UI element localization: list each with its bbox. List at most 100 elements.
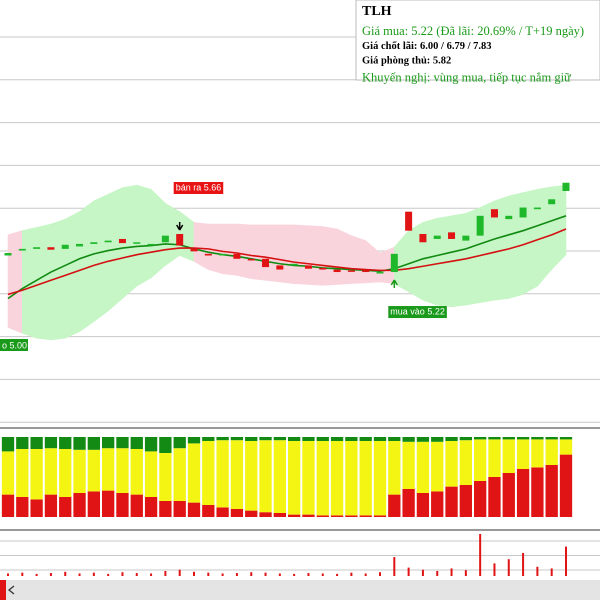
- candle: [533, 207, 541, 210]
- indicator-bar: [402, 489, 415, 517]
- volume-bar: [221, 573, 224, 576]
- indicator-bar: [359, 437, 372, 441]
- indicator-bar: [345, 515, 358, 517]
- volume-bar: [565, 546, 567, 576]
- candle: [448, 232, 456, 239]
- indicator-bar: [273, 437, 286, 441]
- indicator-bar: [202, 505, 215, 517]
- indicator-bar: [502, 439, 515, 473]
- indicator-bar: [245, 437, 258, 441]
- indicator-bar: [431, 437, 444, 442]
- volume-bar: [407, 567, 410, 576]
- indicator-bar: [159, 437, 172, 453]
- candle: [347, 270, 355, 272]
- candle: [462, 235, 470, 241]
- indicator-bar: [245, 441, 258, 511]
- indicator-bar: [59, 437, 72, 449]
- candle: [247, 258, 255, 261]
- scroll-left[interactable]: [7, 585, 15, 595]
- indicator-bar: [416, 493, 430, 517]
- indicator-bar: [288, 514, 301, 517]
- candle: [61, 244, 69, 249]
- band-segment: [222, 223, 238, 276]
- indicator-bar: [173, 437, 186, 449]
- indicator-bar: [187, 502, 201, 517]
- candle: [390, 253, 398, 273]
- indicator-bar: [202, 441, 215, 505]
- candle: [476, 215, 484, 236]
- candle: [505, 215, 513, 220]
- band-segment: [93, 193, 109, 323]
- indicator-bar: [545, 437, 558, 440]
- indicator-bar: [159, 453, 172, 501]
- indicator-bar: [373, 515, 387, 517]
- volume-bar: [507, 559, 510, 576]
- indicator-bar: [445, 486, 458, 517]
- indicator-bar: [502, 473, 515, 517]
- candle: [333, 269, 341, 273]
- candle: [519, 207, 527, 218]
- volume-bar: [550, 568, 553, 576]
- candle: [18, 248, 26, 251]
- indicator-bar: [187, 443, 201, 503]
- indicator-bar: [488, 439, 501, 477]
- candle: [233, 253, 241, 259]
- moving-average: [7, 228, 567, 296]
- indicator-bar: [516, 437, 530, 440]
- band-segment: [7, 230, 23, 334]
- volume-bar: [207, 572, 210, 576]
- signal-label: mua vào 5.22: [390, 306, 445, 316]
- info-line: Khuyến nghị: vùng mua, tiếp tục nắm giữ: [362, 70, 572, 84]
- moving-average: [7, 215, 567, 300]
- indicator-bar: [44, 448, 58, 495]
- volume-bar: [264, 572, 267, 576]
- indicator-bar: [116, 437, 129, 449]
- signal-label-bg: [173, 181, 224, 194]
- signal-arrow: [176, 221, 184, 231]
- candle: [376, 272, 384, 274]
- candle: [419, 233, 427, 243]
- candle: [204, 253, 212, 256]
- indicator-bar: [259, 440, 272, 513]
- indicator-bar: [488, 437, 501, 440]
- info-line: Giá chốt lãi: 6.00 / 6.79 / 7.83: [362, 41, 492, 52]
- indicator-bar: [388, 437, 401, 441]
- indicator-bar: [273, 440, 286, 513]
- volume-bar: [393, 557, 396, 576]
- volume-bar: [35, 573, 38, 576]
- volume-panel: [0, 534, 600, 576]
- indicator-bar: [44, 437, 58, 449]
- indicator-bar: [216, 440, 229, 508]
- volume-bar: [250, 572, 253, 576]
- indicator-bar: [230, 437, 244, 441]
- candle: [4, 253, 12, 256]
- info-line: Giá mua: 5.22 (Đã lãi: 20.69% / T+19 ngà…: [362, 24, 584, 38]
- candle: [304, 265, 312, 269]
- band-segment: [351, 235, 366, 284]
- info-title: TLH: [362, 4, 392, 19]
- indicator-bar: [559, 454, 573, 517]
- price-panel: bán ra 5.66 mua vào 5.22: [0, 36, 600, 423]
- candle: [104, 240, 112, 243]
- indicator-bar: [273, 513, 286, 517]
- volume-bar: [336, 573, 339, 576]
- scrollbar[interactable]: [0, 580, 600, 600]
- indicator-bar: [288, 441, 301, 515]
- indicator-bar: [474, 481, 487, 517]
- indicator-bar: [102, 437, 115, 449]
- indicator-bar: [388, 494, 401, 517]
- volume-bar: [92, 572, 95, 576]
- candle: [276, 265, 284, 270]
- indicator-bar: [359, 515, 372, 517]
- indicator-bar: [288, 437, 301, 441]
- volume-bar: [450, 568, 453, 576]
- candle: [405, 211, 413, 231]
- indicator-bar: [531, 467, 544, 517]
- volume-bar: [479, 534, 482, 576]
- signal-arrow: [390, 279, 398, 289]
- candle: [319, 267, 327, 270]
- indicator-bar: [173, 501, 186, 517]
- indicator-bar: [445, 441, 458, 487]
- indicator-panel: [1, 437, 573, 517]
